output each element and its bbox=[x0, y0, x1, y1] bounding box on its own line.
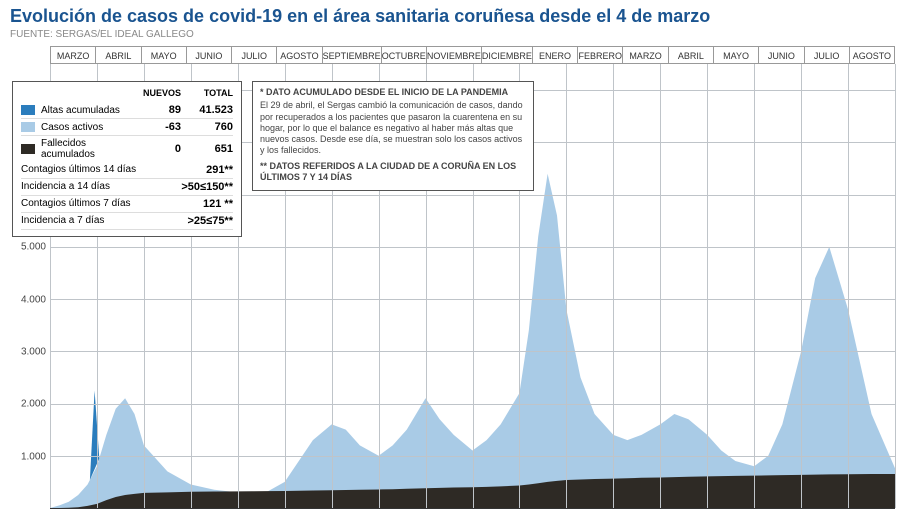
month-label: MAYO bbox=[141, 47, 186, 63]
month-label: JUNIO bbox=[186, 47, 231, 63]
legend-total: 41.523 bbox=[181, 104, 233, 116]
legend-extra-label: Incidencia a 7 días bbox=[21, 215, 188, 227]
legend-new: 89 bbox=[137, 104, 181, 116]
month-label: MARZO bbox=[622, 47, 667, 63]
chart-source: FUENTE: SERGAS/EL IDEAL GALLEGO bbox=[0, 29, 900, 44]
y-tick-label: 4.000 bbox=[21, 294, 46, 305]
y-tick-label: 5.000 bbox=[21, 242, 46, 253]
y-tick-label: 3.000 bbox=[21, 346, 46, 357]
month-label: ABRIL bbox=[95, 47, 140, 63]
month-label: MARZO bbox=[50, 47, 95, 63]
month-label: AGOSTO bbox=[276, 47, 321, 63]
legend-total: 651 bbox=[181, 143, 233, 155]
legend-new: 0 bbox=[137, 143, 181, 155]
legend-extra-val: >50≤150** bbox=[181, 181, 233, 193]
note-box: * DATO ACUMULADO DESDE EL INICIO DE LA P… bbox=[252, 81, 534, 191]
month-label: OCTUBRE bbox=[381, 47, 426, 63]
legend-swatch bbox=[21, 122, 35, 132]
legend-extra-val: 121 ** bbox=[203, 198, 233, 210]
legend-swatch bbox=[21, 144, 35, 154]
legend-extra-label: Incidencia a 14 días bbox=[21, 181, 181, 193]
month-label: ENERO bbox=[532, 47, 577, 63]
legend-label: Altas acumuladas bbox=[41, 105, 137, 116]
legend-extra-val: >25≤75** bbox=[188, 215, 234, 227]
month-label: NOVIEMBRE bbox=[426, 47, 481, 63]
legend-extra-row: Incidencia a 14 días >50≤150** bbox=[21, 179, 233, 196]
legend-label: Fallecidos acumulados bbox=[41, 138, 137, 160]
legend-extra-val: 291** bbox=[206, 164, 233, 176]
note-head-1: * DATO ACUMULADO DESDE EL INICIO DE LA P… bbox=[260, 87, 526, 98]
legend-row: Altas acumuladas 89 41.523 bbox=[21, 102, 233, 119]
legend-extra-row: Contagios últimos 7 días 121 ** bbox=[21, 196, 233, 213]
month-label: SEPTIEMBRE bbox=[322, 47, 381, 63]
month-label: ABRIL bbox=[668, 47, 713, 63]
x-axis-months: MARZOABRILMAYOJUNIOJULIOAGOSTOSEPTIEMBRE… bbox=[50, 46, 895, 64]
month-label: DICIEMBRE bbox=[481, 47, 532, 63]
legend-extra-row: Incidencia a 7 días >25≤75** bbox=[21, 213, 233, 230]
legend-extra-label: Contagios últimos 14 días bbox=[21, 164, 206, 176]
month-label: FEBRERO bbox=[577, 47, 622, 63]
legend-swatch bbox=[21, 105, 35, 115]
month-label: MAYO bbox=[713, 47, 758, 63]
chart-title: Evolución de casos de covid-19 en el áre… bbox=[0, 0, 900, 29]
legend-header: NUEVOS TOTAL bbox=[21, 88, 233, 98]
legend-head-new: NUEVOS bbox=[137, 88, 181, 98]
legend-box: NUEVOS TOTAL Altas acumuladas 89 41.523 … bbox=[12, 81, 242, 237]
legend-row: Casos activos -63 760 bbox=[21, 119, 233, 136]
chart-container: MARZOABRILMAYOJUNIOJULIOAGOSTOSEPTIEMBRE… bbox=[0, 46, 900, 515]
legend-total: 760 bbox=[181, 121, 233, 133]
y-tick-label: 2.000 bbox=[21, 399, 46, 410]
legend-label: Casos activos bbox=[41, 122, 137, 133]
y-tick-label: 1.000 bbox=[21, 451, 46, 462]
legend-extra-row: Contagios últimos 14 días 291** bbox=[21, 162, 233, 179]
note-text-1: El 29 de abril, el Sergas cambió la comu… bbox=[260, 100, 526, 156]
month-label: JULIO bbox=[231, 47, 276, 63]
legend-extra-label: Contagios últimos 7 días bbox=[21, 198, 203, 210]
month-label: JUNIO bbox=[758, 47, 803, 63]
legend-head-total: TOTAL bbox=[181, 88, 233, 98]
month-label: JULIO bbox=[804, 47, 849, 63]
note-head-2: ** DATOS REFERIDOS A LA CIUDAD DE A CORU… bbox=[260, 161, 526, 184]
legend-new: -63 bbox=[137, 121, 181, 133]
month-label: AGOSTO bbox=[849, 47, 895, 63]
legend-row: Fallecidos acumulados 0 651 bbox=[21, 136, 233, 162]
